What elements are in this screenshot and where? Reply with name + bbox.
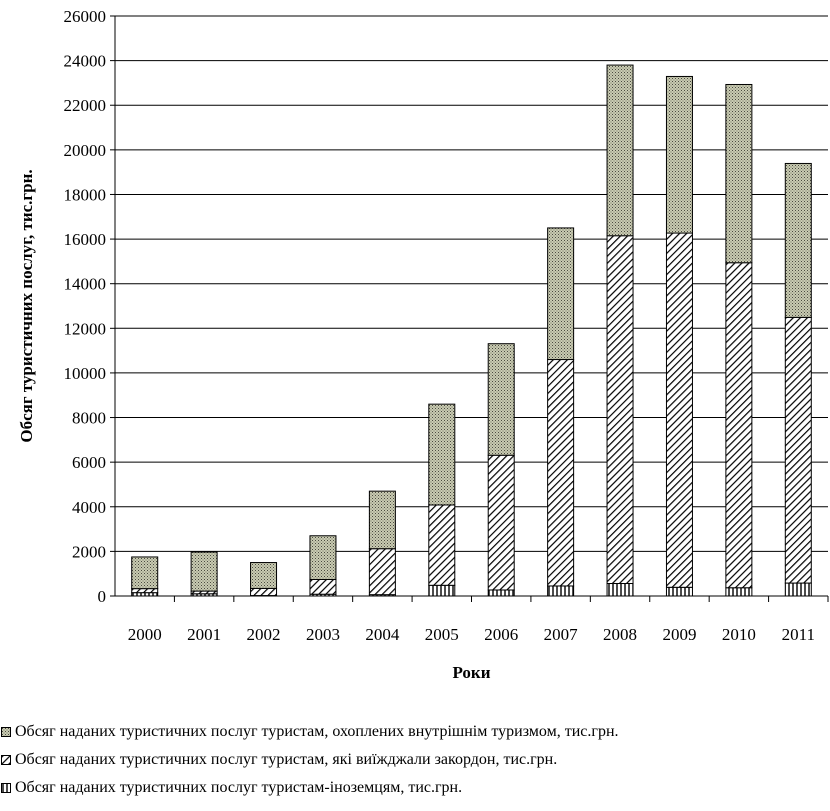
y-axis-title: Обсяг туристичних послуг, тис.грн. [17, 169, 36, 442]
x-tick-label: 2007 [544, 625, 579, 644]
legend-item: Обсяг наданих туристичних послуг туриста… [0, 774, 830, 802]
x-tick-label: 2011 [782, 625, 815, 644]
bar-segment [725, 587, 753, 597]
y-tick-label: 4000 [72, 498, 106, 517]
y-tick-label: 22000 [64, 96, 107, 115]
bar-segment [309, 535, 337, 580]
x-tick-label: 2008 [603, 625, 637, 644]
bar-segment [190, 551, 218, 592]
bar-segment [547, 585, 575, 597]
x-tick-label: 2001 [187, 625, 221, 644]
legend-item: Обсяг наданих туристичних послуг туриста… [0, 746, 830, 774]
bar-segment [131, 592, 159, 597]
bar-segment [606, 583, 634, 597]
bar-segment [606, 235, 634, 585]
legend-swatch [1, 755, 11, 765]
bar-segment [250, 587, 278, 597]
legend-label: Обсяг наданих туристичних послуг туриста… [15, 723, 619, 740]
legend-swatch [1, 783, 11, 793]
bar-segment [368, 490, 396, 550]
tick-labels: 0 2000 4000 6000 8000 10000 12000 14000 16000 180… [64, 7, 815, 644]
gridlines [115, 15, 828, 552]
y-tick-label: 24000 [64, 52, 107, 71]
bar-segment [725, 83, 753, 264]
legend-swatch [1, 727, 11, 737]
bars [131, 64, 812, 597]
bar-segment [428, 584, 456, 597]
x-tick-label: 2000 [128, 625, 162, 644]
bar-segment [487, 343, 515, 456]
bar-segment [487, 454, 515, 591]
bar-segment [784, 162, 812, 318]
y-tick-label: 2000 [72, 542, 106, 561]
x-tick-label: 2003 [306, 625, 340, 644]
bar-segment [487, 589, 515, 597]
bar-segment [665, 75, 693, 234]
x-tick-label: 2010 [722, 625, 756, 644]
x-tick-label: 2009 [662, 625, 696, 644]
legend: Обсяг наданих туристичних послуг туриста… [0, 718, 830, 802]
bar-segment [428, 504, 456, 586]
bar-segment [547, 227, 575, 361]
bar-segment [368, 548, 396, 596]
x-axis-title: Роки [452, 663, 490, 682]
bar-segment [784, 582, 812, 597]
y-tick-label: 6000 [72, 453, 106, 472]
legend-item: Обсяг наданих туристичних послуг туриста… [0, 718, 830, 746]
stacked-bar-chart: 0 2000 4000 6000 8000 10000 12000 14000 16000 180… [17, 7, 829, 682]
legend-label: Обсяг наданих туристичних послуг туриста… [15, 779, 463, 796]
bar-segment [131, 556, 159, 590]
y-tick-label: 8000 [72, 409, 106, 428]
bar-segment [250, 562, 278, 589]
bar-segment [784, 316, 812, 584]
y-tick-label: 12000 [64, 319, 107, 338]
x-tick-label: 2004 [365, 625, 400, 644]
y-tick-label: 10000 [64, 364, 107, 383]
bar-segment [665, 586, 693, 597]
y-tick-label: 16000 [64, 230, 107, 249]
bar-segment [309, 578, 337, 595]
bar-segment [547, 359, 575, 587]
x-tick-label: 2006 [484, 625, 518, 644]
bar-segment [606, 64, 634, 237]
x-tick-label: 2002 [247, 625, 281, 644]
y-tick-label: 0 [98, 587, 107, 606]
axes [110, 15, 829, 602]
bar-segment [725, 262, 753, 589]
y-tick-label: 20000 [64, 141, 107, 160]
bar-segment [665, 232, 693, 588]
y-tick-label: 26000 [64, 7, 107, 26]
y-tick-label: 14000 [64, 275, 107, 294]
y-tick-label: 18000 [64, 185, 107, 204]
x-tick-label: 2005 [425, 625, 459, 644]
bar-segment [428, 403, 456, 506]
legend-label: Обсяг наданих туристичних послуг туриста… [15, 751, 558, 768]
bar-segment [131, 588, 159, 594]
